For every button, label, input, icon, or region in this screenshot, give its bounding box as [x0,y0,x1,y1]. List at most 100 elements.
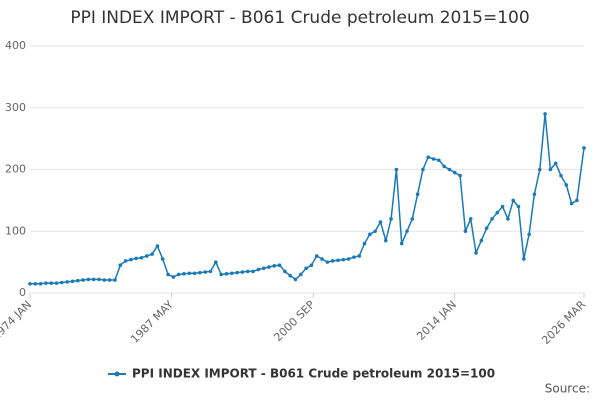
data-point [330,259,335,263]
data-point [442,164,446,169]
data-point [389,217,393,221]
data-point [394,167,399,172]
data-point [309,263,314,268]
x-tick-label: 2000 SEP [271,298,317,344]
data-point [28,281,32,286]
data-point [97,277,101,282]
y-tick-label: 0 [19,286,26,299]
data-point [60,280,64,285]
data-point [49,281,54,285]
data-point [506,217,510,221]
y-tick-label: 200 [5,163,26,176]
data-point [368,232,372,237]
data-point [468,217,473,221]
data-point [490,217,494,221]
data-point [378,220,383,224]
data-point [107,278,112,282]
legend-marker [114,371,120,377]
data-point [251,269,255,274]
data-point [203,270,208,274]
data-point [314,254,319,258]
data-point [352,255,356,259]
data-point [91,277,96,282]
data-point [582,146,586,150]
data-point [548,167,553,172]
data-point [134,256,138,261]
data-point [229,271,234,276]
data-point [171,275,176,279]
data-point [256,267,261,272]
data-point [261,266,266,271]
data-point [176,272,181,277]
x-tick-label: 1987 MAY [128,298,176,346]
data-point [426,155,431,159]
data-point [320,257,324,261]
data-point [192,271,197,276]
data-point [564,183,569,187]
data-point [102,278,107,282]
data-point [277,263,282,268]
data-point [166,272,170,277]
data-point [431,157,436,161]
data-point [283,269,287,274]
data-point [267,265,271,269]
data-point [447,167,452,172]
data-point [479,238,484,243]
data-point [362,241,367,246]
data-point [532,192,537,196]
data-point [421,167,425,172]
data-point [399,241,404,246]
data-point [113,278,117,282]
data-point [511,198,516,203]
data-point [325,260,330,264]
data-point [214,260,218,264]
data-point [452,170,457,175]
data-point [118,263,123,268]
x-tick-label: 2014 JAN [414,298,459,343]
data-point [245,269,250,274]
data-point [224,272,229,276]
data-point [299,272,303,277]
data-point [346,257,351,261]
data-point [463,229,468,234]
data-point [527,232,531,237]
data-point [219,272,223,277]
data-point [575,198,579,203]
data-point [373,229,377,234]
data-point [123,259,128,263]
data-point [543,112,547,116]
data-point [553,161,558,166]
data-point [145,254,149,258]
data-point [405,229,409,234]
x-tick-label: 1974 JAN [0,298,34,343]
data-point [293,277,298,282]
data-point [75,278,80,283]
data-point [458,173,462,178]
data-point [383,238,388,243]
data-point [341,257,346,262]
data-point [500,204,505,209]
data-point [65,280,69,284]
data-point [155,244,160,248]
data-point [208,269,213,274]
data-point [235,270,239,275]
source: Source: [545,382,590,396]
data-point [569,201,574,206]
data-point [160,257,165,261]
data-point [187,271,192,276]
data-point [81,278,85,282]
data-point [474,251,478,255]
data-point [198,270,202,275]
legend-label: PPI INDEX IMPORT - B061 Crude petroleum … [132,367,495,381]
data-point [415,192,420,196]
data-point [288,273,292,278]
data-point [44,281,48,285]
data-point [54,281,59,285]
y-tick-label: 400 [5,39,26,52]
data-point [38,281,43,286]
x-tick-label: 2026 MAR [539,298,588,347]
y-tick-label: 300 [5,101,26,114]
data-point [182,272,186,276]
data-point [484,226,489,230]
